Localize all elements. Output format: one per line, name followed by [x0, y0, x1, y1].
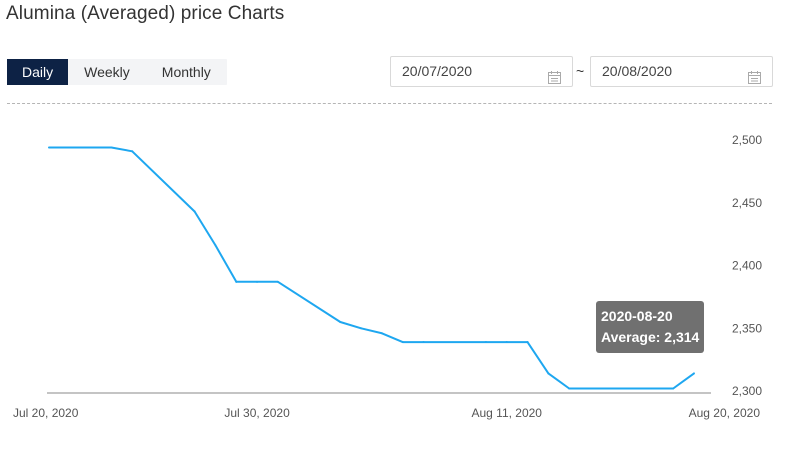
data-point — [214, 244, 217, 247]
y-tick-label: 2,450 — [732, 196, 762, 210]
data-point — [672, 387, 675, 390]
data-point — [630, 387, 633, 390]
data-point — [256, 280, 259, 283]
tab-daily[interactable]: Daily — [7, 59, 69, 85]
y-tick-label: 2,300 — [732, 384, 762, 398]
page-title: Alumina (Averaged) price Charts — [6, 3, 285, 24]
data-point — [360, 327, 363, 330]
period-tabs: Daily Weekly Monthly — [7, 59, 227, 85]
end-date-input[interactable]: 20/08/2020 — [590, 56, 773, 87]
calendar-icon — [748, 65, 761, 94]
data-point — [193, 210, 196, 213]
data-point — [131, 150, 134, 153]
data-point — [547, 372, 550, 375]
data-point — [48, 146, 50, 149]
data-point — [422, 341, 425, 344]
tooltip-value: Average: 2,314 — [601, 329, 700, 345]
x-tick-label: Jul 20, 2020 — [13, 406, 79, 420]
header-divider — [7, 103, 772, 104]
start-date-value: 20/07/2020 — [402, 63, 473, 79]
data-point — [339, 320, 342, 323]
series-line — [49, 146, 695, 390]
data-point — [568, 387, 571, 390]
chart-tooltip: 2020-08-20 Average: 2,314 — [596, 301, 705, 353]
data-point — [651, 387, 654, 390]
data-point — [110, 146, 113, 149]
y-tick-label: 2,500 — [732, 133, 762, 147]
x-tick-label: Aug 11, 2020 — [471, 406, 542, 420]
x-tick-label: Jul 30, 2020 — [224, 406, 290, 420]
data-point — [484, 341, 487, 344]
data-point — [235, 280, 238, 283]
tooltip-date: 2020-08-20 — [601, 308, 673, 324]
data-point — [693, 372, 695, 375]
data-point — [526, 341, 529, 344]
data-point — [380, 332, 383, 335]
data-point — [276, 280, 279, 283]
y-tick-label: 2,400 — [732, 259, 762, 273]
tab-monthly[interactable]: Monthly — [161, 64, 211, 80]
x-tick-label: Aug 20, 2020 — [689, 406, 761, 420]
y-tick-label: 2,350 — [732, 321, 762, 335]
date-range-separator: ~ — [576, 63, 585, 79]
tab-weekly[interactable]: Weekly — [84, 64, 130, 80]
calendar-icon — [548, 65, 561, 94]
start-date-input[interactable]: 20/07/2020 — [390, 56, 573, 87]
data-point — [401, 341, 404, 344]
data-point — [505, 341, 508, 344]
end-date-value: 20/08/2020 — [602, 63, 673, 79]
